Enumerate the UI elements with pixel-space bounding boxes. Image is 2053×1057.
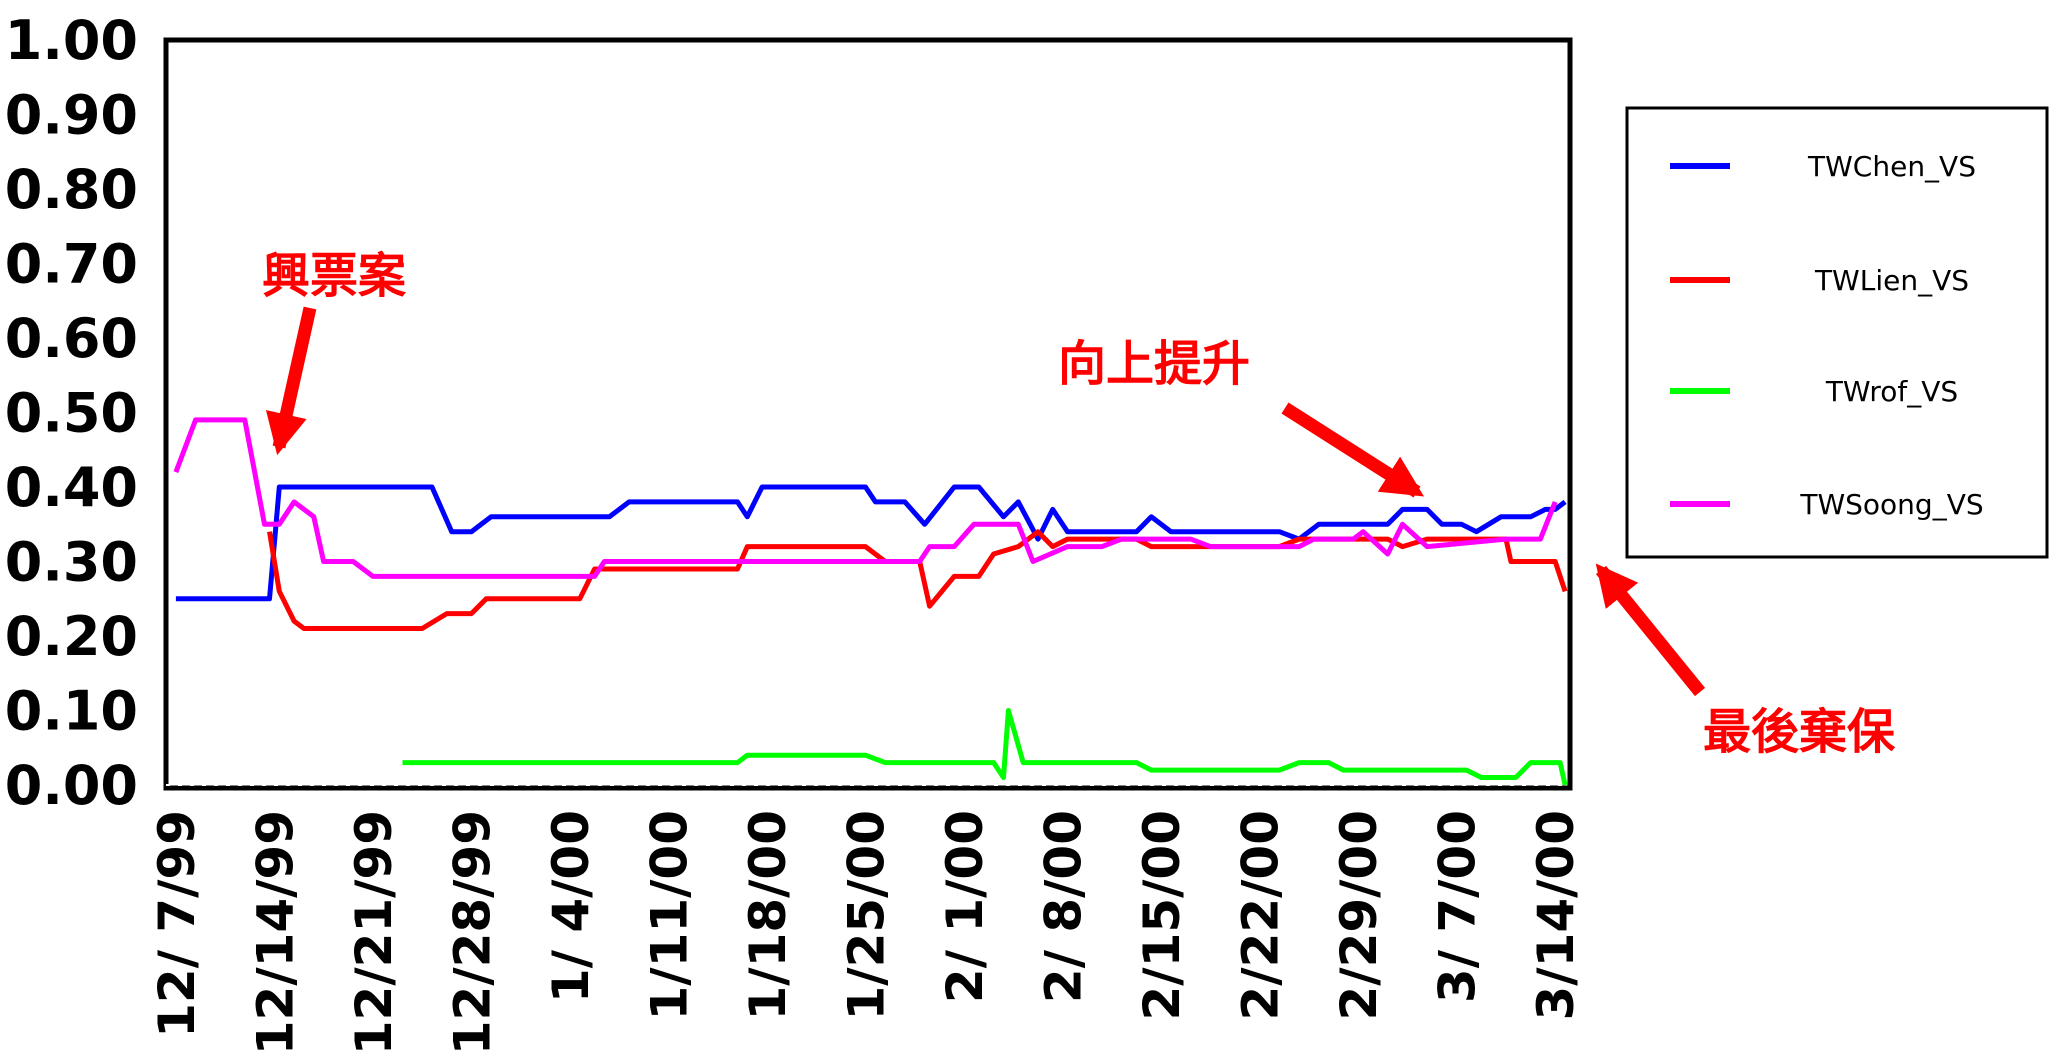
legend-label: TWSoong_VS — [1799, 488, 1983, 521]
x-tick-label: 1/18/00 — [739, 810, 797, 1020]
annotation-label: 興票案 — [262, 248, 407, 304]
x-tick-label: 12/21/99 — [345, 810, 403, 1055]
annotation-arrow — [1595, 563, 1706, 697]
annotation-label: 向上提升 — [1058, 336, 1250, 392]
legend-box — [1625, 106, 2049, 559]
y-tick-label: 0.00 — [5, 754, 138, 817]
x-tick-label: 2/29/00 — [1330, 810, 1388, 1020]
y-tick-label: 0.20 — [5, 605, 138, 668]
y-tick-label: 0.80 — [5, 158, 138, 221]
x-tick-label: 12/ 7/99 — [148, 810, 206, 1038]
series-line-twchen-vs — [175, 484, 1567, 602]
x-tick-label: 3/ 7/00 — [1429, 810, 1487, 1003]
y-tick-label: 0.30 — [5, 531, 138, 594]
series-lines — [173, 417, 1568, 786]
legend: TWChen_VS TWLien_VS TWrof_VS TWSoong_VS — [1625, 106, 2049, 559]
y-axis-tick-labels: 0.00 0.10 0.20 0.30 0.40 0.50 0.60 0.70 0.80 0.90… — [5, 9, 138, 817]
x-tick-label: 2/15/00 — [1133, 810, 1191, 1020]
y-tick-label: 0.40 — [5, 456, 138, 519]
x-tick-label: 2/ 1/00 — [936, 810, 994, 1003]
x-tick-label: 3/14/00 — [1527, 810, 1585, 1020]
legend-label: TWChen_VS — [1807, 150, 1976, 183]
y-tick-label: 0.10 — [5, 680, 138, 743]
series-line-twrof-vs — [402, 708, 1568, 786]
annotation-label: 最後棄保 — [1703, 704, 1896, 760]
x-tick-label: 12/14/99 — [246, 810, 304, 1055]
x-tick-label: 1/ 4/00 — [542, 810, 600, 1003]
series-line-twlien-vs — [267, 529, 1568, 631]
legend-label: TWLien_VS — [1814, 264, 1969, 297]
annotation-arrow — [1281, 402, 1425, 498]
x-tick-label: 1/11/00 — [640, 810, 698, 1020]
y-tick-label: 0.60 — [5, 307, 138, 370]
annotations: 興票案 向上提升 最後棄保 — [262, 248, 1896, 760]
x-tick-label: 2/ 8/00 — [1035, 810, 1093, 1003]
x-tick-label: 2/22/00 — [1232, 810, 1290, 1020]
y-tick-label: 1.00 — [5, 9, 138, 72]
y-tick-label: 0.50 — [5, 382, 138, 445]
x-axis-tick-labels: 12/ 7/99 12/14/99 12/21/99 12/28/99 1/ 4/00 1… — [148, 810, 1585, 1055]
y-tick-label: 0.90 — [5, 84, 138, 147]
plot-frame — [163, 37, 1573, 791]
x-tick-label: 1/25/00 — [838, 810, 896, 1020]
y-tick-label: 0.70 — [5, 233, 138, 296]
series-line-twsoong-vs — [173, 417, 1558, 579]
annotation-arrow — [265, 306, 317, 456]
x-tick-label: 12/28/99 — [443, 810, 501, 1055]
legend-label: TWrof_VS — [1825, 375, 1958, 408]
